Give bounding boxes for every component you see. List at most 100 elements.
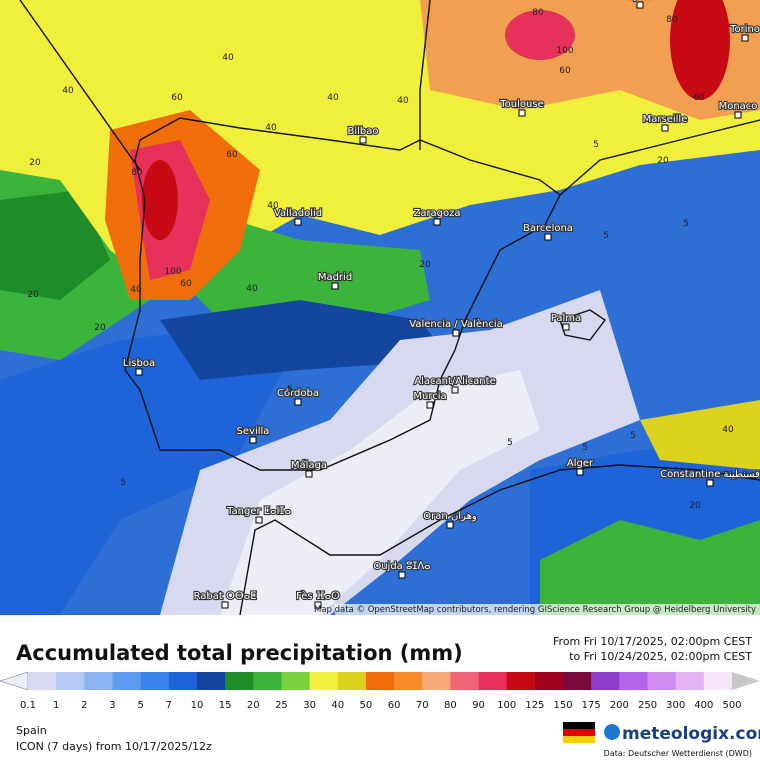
color-bin xyxy=(140,672,170,690)
legend-tick-label: 80 xyxy=(444,700,457,711)
city-label: Zaragoza xyxy=(413,208,460,219)
city-marker xyxy=(741,34,749,42)
contour-label: 5 xyxy=(683,219,689,229)
legend-tick-label: 300 xyxy=(666,700,685,711)
contour-label: 5 xyxy=(603,231,609,241)
city-marker xyxy=(314,601,322,609)
city-label: Valladolid xyxy=(274,208,322,219)
city-marker xyxy=(706,479,714,487)
city-marker xyxy=(426,401,434,409)
city-marker xyxy=(576,468,584,476)
field xyxy=(640,400,760,470)
source: Data: Deutscher Wetterdienst (DWD) xyxy=(604,749,752,758)
city-label: Constantine قسنطينة xyxy=(660,469,760,480)
color-bin xyxy=(703,672,733,690)
legend-tick-label: 0.1 xyxy=(20,700,36,711)
city-label: Valencia / València xyxy=(409,318,502,330)
legend-tick-label: 25 xyxy=(275,700,288,711)
legend-tick-label: 1 xyxy=(53,700,59,711)
contour-label: 20 xyxy=(419,260,431,270)
contour-label: 20 xyxy=(29,158,41,168)
flag xyxy=(563,722,595,743)
map xyxy=(0,0,760,616)
color-bin xyxy=(365,672,395,690)
city-label: Monaco xyxy=(719,101,758,112)
contour-label: 20 xyxy=(689,501,701,511)
field xyxy=(142,160,178,240)
field xyxy=(190,210,430,330)
legend-tick-label: 7 xyxy=(166,700,172,711)
color-bin xyxy=(732,672,760,690)
city-marker xyxy=(636,1,644,9)
coastline xyxy=(19,0,760,616)
legend-tick-label: 500 xyxy=(722,700,741,711)
city-label: Barcelona xyxy=(523,223,573,234)
legend-tick-label: 15 xyxy=(219,700,232,711)
city-marker xyxy=(294,218,302,226)
city-label: Torino xyxy=(729,24,760,35)
city-marker xyxy=(305,470,313,478)
contour-label: 40 xyxy=(130,285,142,295)
legend-tick-label: 250 xyxy=(638,700,657,711)
legend-tick-label: 3 xyxy=(109,700,115,711)
contour-label: 5 xyxy=(593,140,599,150)
color-bin xyxy=(675,672,705,690)
contour-label: 40 xyxy=(62,86,74,96)
color-bin xyxy=(28,672,57,690)
legend-tick-label: 100 xyxy=(497,700,516,711)
contour-label: 40 xyxy=(265,123,277,133)
color-bin xyxy=(253,672,282,690)
city-marker xyxy=(451,386,459,394)
legend-tick-label: 50 xyxy=(360,700,373,711)
contour-label: 5 xyxy=(630,431,636,441)
contour-label: 20 xyxy=(27,290,39,300)
field xyxy=(540,520,760,615)
color-bin xyxy=(647,672,676,690)
legend-tick-label: 10 xyxy=(191,700,204,711)
city-label: Córdoba xyxy=(277,387,319,399)
legend-tick-label: 70 xyxy=(416,700,429,711)
contour-label: 5 xyxy=(287,385,293,395)
contour-label: 60 xyxy=(693,93,705,103)
color-bin xyxy=(0,671,29,691)
city-marker xyxy=(331,282,339,290)
region: Spain xyxy=(16,724,47,737)
color-bin xyxy=(337,672,367,690)
color-bin xyxy=(394,672,423,690)
period-from: From Fri 10/17/2025, 02:00pm CEST xyxy=(553,635,752,648)
city-marker xyxy=(544,233,552,241)
contour-label: 40 xyxy=(246,284,258,294)
legend-title: Accumulated total precipitation (mm) xyxy=(16,641,463,665)
city-marker xyxy=(255,516,263,524)
color-bin xyxy=(591,672,620,690)
city-label: Murcia xyxy=(413,391,446,402)
color-bin xyxy=(168,672,198,690)
color-bin xyxy=(619,672,648,690)
city-marker xyxy=(661,124,669,132)
legend-tick-label: 90 xyxy=(472,700,485,711)
contour-label: 60 xyxy=(180,279,192,289)
city-marker xyxy=(518,109,526,117)
city-label: Lyon xyxy=(628,0,651,2)
city-label: Málaga xyxy=(291,459,327,471)
city-label: Toulouse xyxy=(499,99,543,110)
attribution-bg xyxy=(335,604,760,615)
model: ICON (7 days) from 10/17/2025/12z xyxy=(16,740,212,753)
legend-tick-label: 175 xyxy=(582,700,601,711)
period-to: to Fri 10/24/2025, 02:00pm CEST xyxy=(569,650,752,663)
city-marker xyxy=(446,521,454,529)
logo-icon xyxy=(604,724,620,740)
legend-tick-label: 60 xyxy=(388,700,401,711)
legend-tick-label: 125 xyxy=(525,700,544,711)
color-bin xyxy=(534,672,564,690)
legend-tick-label: 5 xyxy=(137,700,143,711)
legend-tick-label: 30 xyxy=(303,700,316,711)
city-label: Oujda ⵓⵊⴷⴰ xyxy=(373,561,430,572)
color-bin xyxy=(84,672,113,690)
color-bin xyxy=(450,672,479,690)
field xyxy=(220,370,540,615)
color-bin xyxy=(56,672,85,690)
field xyxy=(0,330,300,615)
contour-label: 60 xyxy=(226,150,238,160)
color-bin xyxy=(478,672,508,690)
